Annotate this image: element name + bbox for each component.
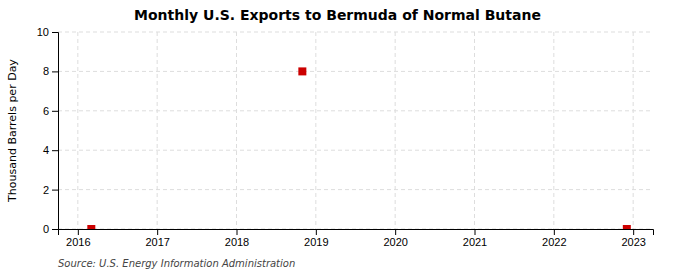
x-tick-mark — [78, 229, 79, 235]
x-tick: 2019 — [304, 229, 328, 248]
grid-line-y — [58, 71, 653, 72]
grid-line-x — [315, 32, 316, 229]
grid-line-x — [77, 32, 78, 229]
x-tick: 2018 — [225, 229, 249, 248]
grid-line-x — [395, 32, 396, 229]
x-tick-label: 2016 — [66, 236, 90, 248]
x-tick-mark — [157, 229, 158, 235]
grid-line-y — [58, 189, 653, 190]
y-axis-label: Thousand Barrels per Day — [6, 59, 19, 203]
grid-line-x — [474, 32, 475, 229]
y-tick: 8 — [43, 65, 58, 77]
x-tick: 2021 — [463, 229, 487, 248]
y-tick-mark — [52, 229, 58, 230]
x-tick-label: 2021 — [463, 236, 487, 248]
x-tick-label: 2020 — [383, 236, 407, 248]
grid-line-x — [633, 32, 634, 229]
y-tick-mark — [52, 190, 58, 191]
x-tick-mark — [395, 229, 396, 235]
y-tick-mark — [52, 32, 58, 33]
y-axis-line — [52, 33, 59, 230]
y-tick-label: 10 — [37, 26, 49, 38]
grid-line-y — [58, 32, 653, 33]
y-tick: 0 — [43, 223, 58, 235]
x-tick-label: 2019 — [304, 236, 328, 248]
point — [87, 225, 95, 229]
x-tick: 2020 — [383, 229, 407, 248]
source-note: Source: U.S. Energy Information Administ… — [58, 258, 295, 269]
x-tick-mark — [475, 229, 476, 235]
x-tick: 2022 — [542, 229, 566, 248]
y-tick-mark — [52, 111, 58, 112]
point — [298, 67, 306, 75]
plot-area: 2016 2017 2018 2019 2020 2021 2022 2023 0 2 4 6 8 10 — [37, 26, 654, 248]
x-tick-mark — [316, 229, 317, 235]
grid-line-y — [58, 110, 653, 111]
x-tick-mark — [554, 229, 555, 235]
title: Monthly U.S. Exports to Bermuda of Norma… — [134, 7, 541, 23]
x-tick-mark — [237, 229, 238, 235]
grid-line-x — [157, 32, 158, 229]
y-tick-label: 6 — [43, 105, 49, 117]
grid-line-x — [553, 32, 554, 229]
y-tick: 4 — [43, 144, 58, 156]
x-tick-label: 2017 — [145, 236, 169, 248]
x-tick-label: 2022 — [542, 236, 566, 248]
y-tick: 2 — [43, 184, 58, 196]
y-tick-mark — [52, 71, 58, 72]
y-axis: 0 2 4 6 8 10 — [37, 26, 59, 235]
y-tick-label: 4 — [43, 144, 49, 156]
x-tick: 2023 — [621, 229, 645, 248]
y-tick: 10 — [37, 26, 58, 38]
y-tick-label: 2 — [43, 184, 49, 196]
grid-line-x — [236, 32, 237, 229]
chart: 2016 2017 2018 2019 2020 2021 2022 2023 0 2 4 6 8 10 M… — [0, 0, 675, 275]
x-tick-label: 2018 — [225, 236, 249, 248]
x-tick: 2017 — [145, 229, 169, 248]
grid — [58, 32, 653, 229]
grid-line-y — [58, 150, 653, 151]
y-tick-mark — [52, 150, 58, 151]
point — [623, 225, 631, 229]
x-tick-mark — [633, 229, 634, 235]
x-tick-label: 2023 — [621, 236, 645, 248]
x-axis-line — [59, 230, 654, 236]
x-tick: 2016 — [66, 229, 90, 248]
y-tick-label: 8 — [43, 65, 49, 77]
y-tick-label: 0 — [43, 223, 49, 235]
y-tick: 6 — [43, 105, 58, 117]
points — [87, 67, 631, 229]
x-axis: 2016 2017 2018 2019 2020 2021 2022 2023 — [59, 229, 654, 248]
